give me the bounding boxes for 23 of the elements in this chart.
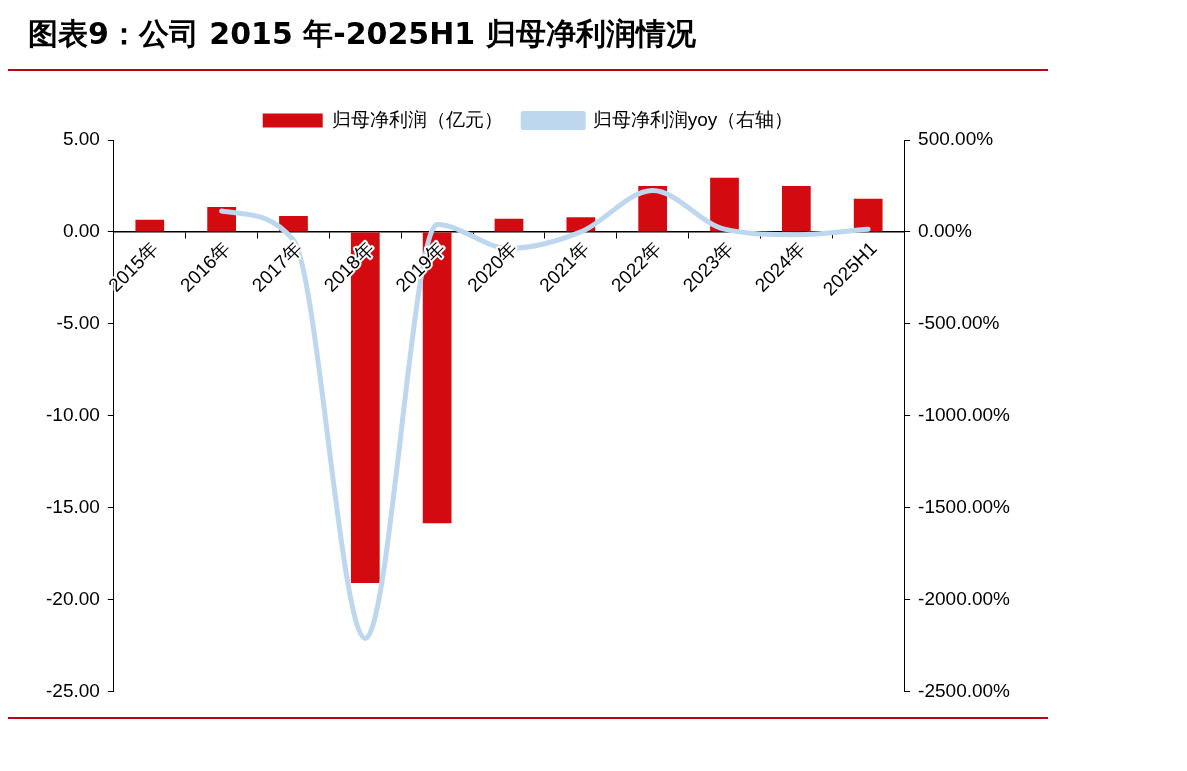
- bar: [710, 177, 739, 232]
- bar: [279, 215, 308, 232]
- y-tick-label: 5.00: [62, 128, 100, 150]
- y2-tick-label: 500.00%: [918, 128, 994, 150]
- bar: [135, 219, 165, 232]
- legend-label: 归母净利润（亿元）: [332, 108, 504, 130]
- y-tick-label: -10.00: [46, 404, 100, 426]
- y-tick-label: -20.00: [46, 587, 100, 609]
- bar: [494, 218, 524, 232]
- bar: [781, 185, 811, 232]
- y-tick-label: -5.00: [56, 312, 100, 334]
- y2-tick-label: -1000.00%: [918, 404, 1011, 426]
- y-tick-label: -25.00: [46, 679, 100, 701]
- y2-tick-label: -2500.00%: [918, 679, 1011, 701]
- y2-tick-label: 0.00%: [918, 220, 973, 242]
- y2-tick-label: -500.00%: [918, 312, 1000, 334]
- y2-tick-label: -2000.00%: [918, 587, 1011, 609]
- y-tick-label: -15.00: [46, 495, 100, 517]
- legend-label: 归母净利润yoy（右轴）: [592, 108, 794, 130]
- y2-tick-label: -1500.00%: [918, 495, 1011, 517]
- chart-title: 图表9：公司 2015 年-2025H1 归母净利润情况: [8, 8, 1048, 71]
- bar: [853, 198, 883, 232]
- y-tick-label: 0.00: [62, 220, 100, 242]
